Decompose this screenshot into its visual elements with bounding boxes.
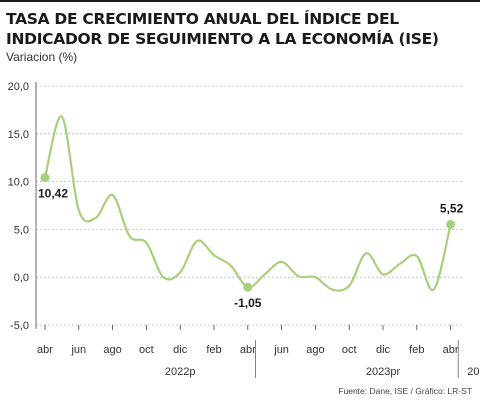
data-label: -1,05 (234, 296, 262, 310)
x-tick-label: abr (443, 344, 459, 356)
x-tick-label: jun (273, 344, 289, 356)
source-note: Fuente: Dane, ISE / Gráfico: LR-ST (338, 386, 472, 396)
data-label: 5,52 (440, 201, 464, 215)
x-tick-label: oct (139, 344, 154, 356)
series-isе (43, 115, 452, 292)
year-label: 2022p (165, 366, 196, 378)
x-tick-labels: abr jun ago oct dic feb abr jun ago oct dic feb abr (37, 325, 459, 356)
chart-title: TASA DE CRECIMIENTO ANUAL DEL ÍNDICE DEL… (6, 9, 474, 49)
x-tick-label: dic (173, 344, 188, 356)
y-tick-label: -5,0 (10, 320, 29, 332)
data-annotations: 10,42 -1,05 5,52 (38, 173, 464, 310)
year-label: 2023pr (366, 366, 401, 378)
x-tick-label: dic (376, 344, 391, 356)
y-tick-label: 0,0 (14, 272, 29, 284)
y-tick-label: 20,0 (8, 81, 29, 93)
top-rule (0, 0, 480, 2)
chart-title-line1: TASA DE CRECIMIENTO ANUAL DEL ÍNDICE DEL (6, 10, 399, 28)
series-line (43, 115, 452, 292)
y-tick-label: 10,0 (8, 177, 29, 189)
y-axis-label: Variacion (%) (6, 50, 78, 64)
grid-lines (35, 82, 462, 329)
data-label: 10,42 (38, 187, 68, 201)
y-tick-label: 15,0 (8, 129, 29, 141)
data-point-marker (243, 282, 253, 292)
x-tick-label: feb (206, 344, 221, 356)
x-tick-label: abr (37, 344, 53, 356)
chart-title-line2: INDICADOR DE SEGUIMIENTO A LA ECONOMÍA (… (6, 30, 439, 48)
x-tick-label: oct (342, 344, 357, 356)
data-point-marker (40, 173, 50, 183)
x-tick-label: feb (409, 344, 424, 356)
year-label: 2024pr (467, 366, 480, 378)
year-labels: 2022p 2023pr 2024pr (165, 340, 480, 378)
y-tick-label: 5,0 (14, 224, 29, 236)
x-tick-label: ago (103, 344, 121, 356)
x-tick-label: jun (70, 344, 86, 356)
x-tick-label: ago (306, 344, 324, 356)
x-tick-label: abr (240, 344, 256, 356)
data-point-marker (446, 219, 456, 229)
y-tick-labels: -5,0 0,0 5,0 10,0 15,0 20,0 (8, 81, 29, 332)
